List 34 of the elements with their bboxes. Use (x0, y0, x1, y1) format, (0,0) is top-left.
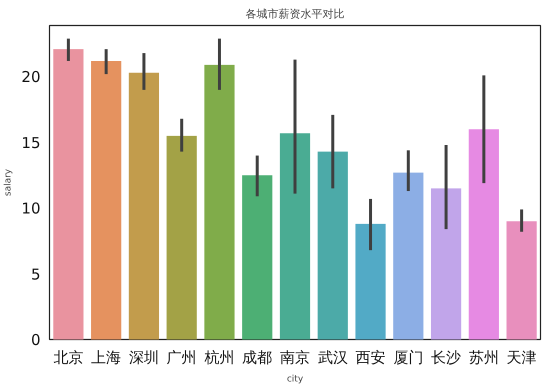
bar (393, 172, 424, 340)
chart-title: 各城市薪资水平对比 (246, 8, 344, 20)
y-axis-title: salary (3, 168, 14, 196)
x-tick-label: 成都 (242, 348, 272, 366)
x-tick-label: 天津 (506, 348, 537, 366)
bar (53, 49, 84, 340)
x-tick-label: 杭州 (203, 348, 234, 366)
bar (128, 72, 160, 340)
x-tick-label: 武汉 (318, 348, 348, 366)
x-axis-title: city (286, 374, 304, 384)
x-tick-label: 苏州 (468, 348, 499, 366)
y-tick-label: 15 (21, 134, 41, 152)
bar (355, 224, 386, 340)
bar (242, 175, 272, 340)
bar (166, 136, 197, 340)
x-tick-label: 厦门 (393, 348, 424, 366)
x-tick-label: 深圳 (128, 348, 159, 366)
bar (91, 60, 122, 340)
x-tick-label: 广州 (166, 348, 197, 366)
x-tick-label: 北京 (53, 348, 84, 366)
bar (280, 133, 310, 340)
y-tick-label: 0 (30, 331, 41, 349)
bar (430, 188, 462, 340)
x-tick-label: 西安 (356, 348, 386, 366)
bar (506, 221, 537, 340)
y-tick-label: 10 (21, 200, 41, 218)
y-tick-label: 5 (30, 265, 41, 284)
y-tick-label: 20 (21, 68, 41, 86)
bar (318, 152, 348, 340)
bar (204, 64, 235, 340)
bar (468, 129, 499, 340)
x-tick-label: 上海 (91, 348, 122, 366)
x-tick-label: 南京 (280, 348, 310, 366)
x-tick-label: 长沙 (431, 348, 462, 366)
